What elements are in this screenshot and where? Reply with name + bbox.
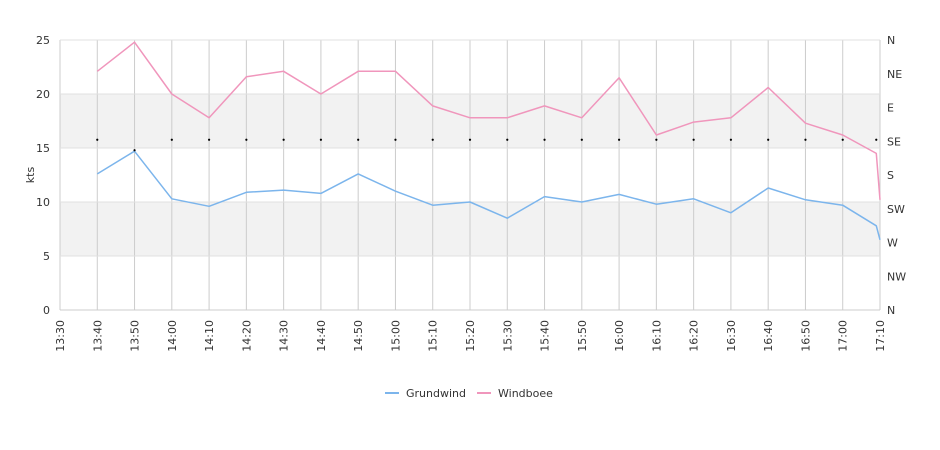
x-tick-label: 14:00 bbox=[166, 320, 179, 352]
legend: Grundwind Windboee bbox=[385, 387, 553, 400]
x-tick-label: 15:00 bbox=[389, 320, 402, 352]
direction-tick-label: N bbox=[887, 304, 895, 317]
x-tick-label: 14:50 bbox=[352, 320, 365, 352]
x-tick-label: 14:20 bbox=[240, 320, 253, 352]
direction-point bbox=[875, 138, 878, 141]
direction-point bbox=[207, 138, 211, 141]
x-tick-label: 14:10 bbox=[203, 320, 216, 352]
direction-point bbox=[692, 138, 695, 141]
direction-tick-label: N bbox=[887, 34, 895, 47]
direction-tick-label: SW bbox=[887, 203, 905, 216]
y-tick-label: 15 bbox=[36, 142, 50, 155]
x-tick-label: 16:50 bbox=[799, 320, 812, 352]
direction-point bbox=[170, 138, 173, 141]
direction-point bbox=[580, 138, 583, 141]
direction-tick-label: NW bbox=[887, 270, 906, 283]
x-tick-label: 14:30 bbox=[278, 320, 291, 352]
direction-point bbox=[96, 138, 99, 141]
direction-point bbox=[841, 138, 844, 141]
x-tick-label: 16:40 bbox=[762, 320, 775, 352]
x-tick-label: 15:30 bbox=[501, 320, 514, 352]
direction-tick-label: S bbox=[887, 169, 894, 182]
x-tick-label: 15:50 bbox=[576, 320, 589, 352]
axis-labels: 0 5 10 15 20 25 N NW W SW S SE E NE N 13:30 13:40 13:50 14… bbox=[24, 34, 906, 352]
x-tick-label: 13:40 bbox=[91, 320, 104, 352]
direction-tick-label: NE bbox=[887, 68, 902, 81]
y-tick-label: 25 bbox=[36, 34, 50, 47]
x-tick-label: 16:30 bbox=[725, 320, 738, 352]
x-tick-label: 16:10 bbox=[650, 320, 663, 352]
gridlines bbox=[59, 39, 881, 311]
x-tick-label: 16:20 bbox=[688, 320, 701, 352]
direction-point bbox=[767, 138, 770, 141]
legend-label: Grundwind bbox=[406, 387, 466, 400]
direction-point bbox=[282, 138, 285, 141]
legend-label: Windboee bbox=[498, 387, 553, 400]
series-line-windboee bbox=[96, 41, 881, 200]
x-tick-label: 13:30 bbox=[54, 320, 67, 352]
direction-point bbox=[357, 138, 360, 141]
direction-point bbox=[245, 138, 248, 141]
direction-point bbox=[804, 138, 807, 141]
y-tick-label: 20 bbox=[36, 88, 50, 101]
y-axis-title: kts bbox=[24, 167, 37, 184]
direction-point bbox=[394, 138, 397, 141]
direction-point bbox=[133, 149, 136, 152]
direction-point bbox=[506, 138, 509, 141]
direction-point bbox=[729, 138, 733, 141]
x-tick-label: 13:50 bbox=[129, 320, 142, 352]
y-tick-label: 0 bbox=[43, 304, 50, 317]
direction-point bbox=[431, 138, 434, 141]
direction-point bbox=[319, 138, 323, 141]
direction-point bbox=[655, 138, 658, 141]
x-tick-label: 17:00 bbox=[837, 320, 850, 352]
x-tick-label: 17:10 bbox=[874, 320, 887, 352]
direction-point bbox=[617, 138, 621, 141]
direction-tick-label: E bbox=[887, 102, 894, 115]
series-line-grundwind bbox=[96, 150, 881, 240]
x-tick-label: 15:40 bbox=[539, 320, 552, 352]
y-tick-label: 10 bbox=[36, 196, 50, 209]
direction-point bbox=[543, 138, 546, 141]
y-tick-label: 5 bbox=[43, 250, 50, 263]
x-tick-label: 15:20 bbox=[464, 320, 477, 352]
direction-markers bbox=[96, 138, 878, 152]
x-tick-label: 14:40 bbox=[315, 320, 328, 352]
series-layer bbox=[96, 41, 881, 240]
x-tick-label: 15:10 bbox=[427, 320, 440, 352]
direction-tick-label: SE bbox=[887, 135, 901, 148]
direction-point bbox=[468, 138, 472, 141]
direction-tick-label: W bbox=[887, 237, 898, 250]
x-tick-label: 16:00 bbox=[613, 320, 626, 352]
